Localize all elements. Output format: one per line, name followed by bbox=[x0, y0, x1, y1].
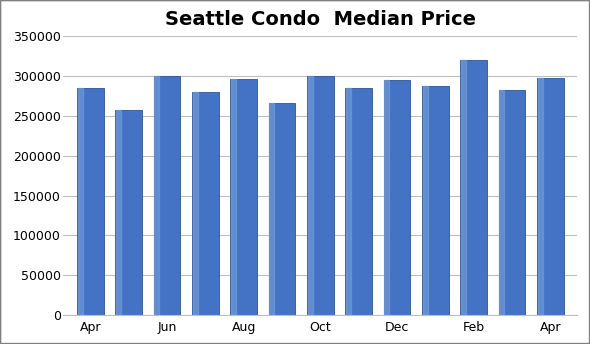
Bar bbox=[78, 88, 83, 315]
Bar bbox=[537, 78, 563, 315]
Bar bbox=[346, 88, 351, 315]
Bar bbox=[499, 90, 504, 315]
Bar bbox=[153, 76, 181, 315]
Bar bbox=[115, 110, 142, 315]
Bar bbox=[230, 79, 257, 315]
Bar bbox=[116, 110, 121, 315]
Bar bbox=[460, 61, 487, 315]
Bar bbox=[537, 78, 543, 315]
Bar bbox=[461, 61, 466, 315]
Bar bbox=[422, 86, 449, 315]
Bar bbox=[307, 76, 334, 315]
Bar bbox=[193, 92, 198, 315]
Bar bbox=[308, 76, 313, 315]
Bar bbox=[422, 86, 428, 315]
Bar bbox=[268, 103, 296, 315]
Bar bbox=[499, 90, 526, 315]
Bar bbox=[384, 80, 411, 315]
Bar bbox=[270, 103, 274, 315]
Bar bbox=[155, 76, 159, 315]
Bar bbox=[231, 79, 236, 315]
Bar bbox=[77, 88, 104, 315]
Bar bbox=[192, 92, 219, 315]
Bar bbox=[345, 88, 372, 315]
Bar bbox=[384, 80, 389, 315]
Title: Seattle Condo  Median Price: Seattle Condo Median Price bbox=[165, 10, 476, 29]
